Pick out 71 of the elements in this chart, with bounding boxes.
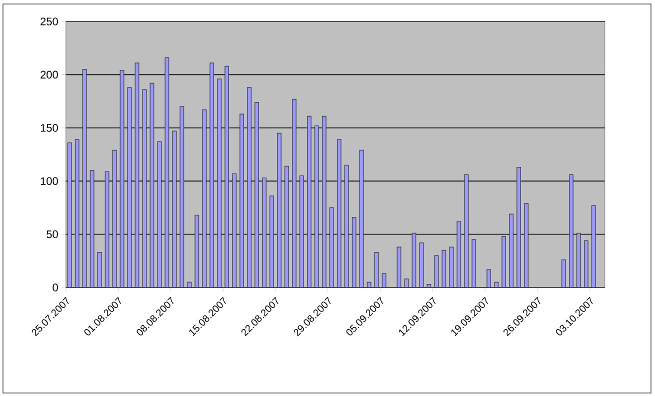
bar	[210, 62, 214, 288]
bar	[90, 170, 94, 288]
bar	[382, 273, 386, 288]
bar	[164, 57, 170, 288]
bar	[247, 87, 252, 288]
bar	[134, 62, 140, 288]
bar	[404, 278, 409, 288]
y-tick-label: 0	[52, 284, 58, 292]
bar	[217, 78, 222, 288]
y-tick-label: 150	[40, 124, 58, 132]
y-tick-label: 100	[40, 177, 58, 185]
bar	[486, 269, 492, 288]
bar	[277, 132, 282, 288]
bar	[352, 216, 356, 288]
bar	[224, 66, 230, 288]
bar	[366, 282, 372, 288]
bar	[419, 242, 424, 288]
bar	[322, 116, 326, 288]
bar	[74, 139, 80, 288]
bar	[142, 89, 147, 288]
bar	[284, 166, 289, 288]
bar	[374, 252, 379, 288]
bar	[240, 114, 244, 288]
bar	[396, 246, 402, 288]
bar	[292, 98, 296, 288]
y-tick-label: 250	[40, 18, 58, 26]
bar	[300, 175, 304, 288]
bar	[344, 164, 349, 288]
bar	[232, 173, 236, 288]
bar	[254, 102, 259, 288]
bar	[472, 239, 476, 288]
bar	[82, 69, 87, 288]
bar	[157, 141, 162, 288]
bar	[494, 282, 498, 288]
bar	[172, 130, 177, 288]
bar	[449, 246, 454, 288]
bar	[509, 214, 514, 288]
bar	[336, 139, 342, 288]
y-tick-label: 200	[40, 70, 58, 79]
bar	[262, 178, 266, 288]
bar	[516, 166, 521, 288]
bar	[502, 236, 506, 288]
bar	[97, 252, 102, 288]
bar	[442, 250, 446, 288]
bar	[314, 125, 319, 288]
bar	[270, 196, 274, 288]
bar	[112, 150, 117, 288]
bar	[202, 109, 207, 288]
bar	[150, 82, 154, 288]
bar	[180, 106, 184, 288]
bar	[524, 203, 528, 288]
bar	[456, 221, 462, 288]
bar	[329, 207, 334, 288]
bar	[584, 240, 588, 288]
bar	[464, 174, 469, 288]
bar	[359, 150, 364, 288]
bar	[67, 142, 72, 288]
y-tick-label: 50	[46, 230, 58, 238]
bar	[307, 116, 312, 288]
bar	[104, 171, 110, 288]
bar	[562, 260, 566, 288]
bar	[194, 214, 200, 288]
bar	[412, 232, 416, 288]
bar	[127, 87, 132, 288]
bar	[569, 174, 574, 288]
bar	[576, 232, 581, 288]
bar	[120, 70, 124, 288]
bar	[591, 205, 596, 288]
bar	[187, 282, 192, 288]
bar	[434, 255, 439, 288]
bar	[426, 284, 432, 288]
